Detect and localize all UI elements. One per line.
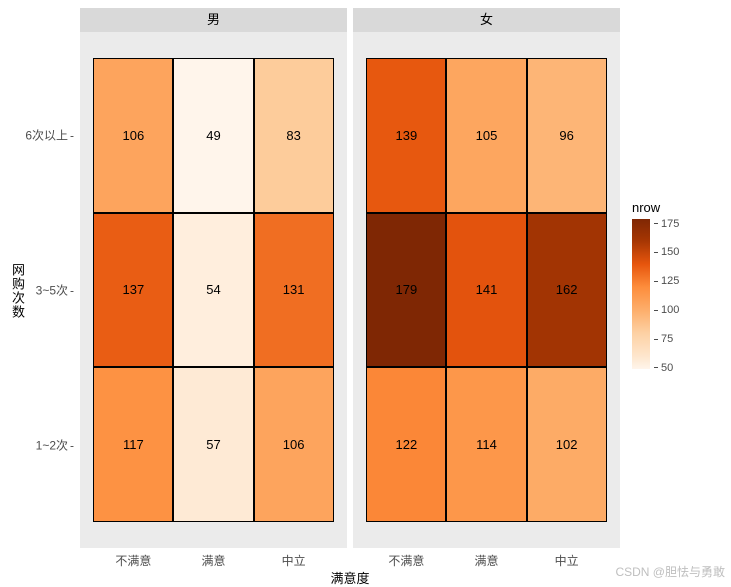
heatmap-grid: 13910596 179141162 122114102 — [366, 58, 606, 522]
heatmap-cell: 96 — [527, 58, 607, 213]
legend-colorbar — [632, 219, 650, 369]
heatmap-cell: 137 — [93, 213, 173, 368]
x-tick-label: 不满意 — [115, 552, 151, 569]
heatmap-cell: 57 — [173, 367, 253, 522]
heatmap-cell: 141 — [446, 213, 526, 368]
legend-body: 5075100125150175 — [632, 219, 722, 369]
x-axis-title: 满意度 — [80, 568, 620, 587]
heatmap-cell: 106 — [93, 58, 173, 213]
heatmap-cell: 162 — [527, 213, 607, 368]
facet-strip: 女 — [353, 8, 620, 32]
legend-tick-label: 50 — [654, 362, 673, 374]
y-tick-label: 1~2次 — [36, 436, 74, 453]
heatmap-cell: 122 — [366, 367, 446, 522]
y-axis-title: 网购次数 — [8, 263, 27, 319]
x-tick-label: 不满意 — [388, 552, 424, 569]
facet-panel: 13910596 179141162 122114102 — [353, 32, 620, 548]
x-tick-label: 满意 — [201, 552, 225, 569]
legend-title: nrow — [632, 200, 722, 215]
watermark: CSDN @胆怯与勇敢 — [615, 563, 725, 580]
legend-tick-label: 100 — [654, 304, 679, 316]
x-tick-label: 满意 — [474, 552, 498, 569]
x-tick-label: 中立 — [555, 552, 579, 569]
heatmap-cell: 114 — [446, 367, 526, 522]
facet-strip: 男 — [80, 8, 347, 32]
heatmap-cell: 54 — [173, 213, 253, 368]
heatmap-cell: 139 — [366, 58, 446, 213]
x-tick-label: 中立 — [282, 552, 306, 569]
y-tick-label: 6次以上 — [25, 127, 74, 144]
legend-tick-label: 150 — [654, 246, 679, 258]
heatmap-cell: 83 — [254, 58, 334, 213]
facet-column: 女 13910596 179141162 122114102 — [353, 8, 620, 548]
plot-area: 男10649831375413111757106女139105961791411… — [80, 8, 620, 548]
legend-tick-label: 125 — [654, 275, 679, 287]
heatmap-cell: 117 — [93, 367, 173, 522]
heatmap-grid: 10649831375413111757106 — [93, 58, 333, 522]
heatmap-cell: 131 — [254, 213, 334, 368]
heatmap-cell: 102 — [527, 367, 607, 522]
legend-tick-label: 175 — [654, 218, 679, 230]
heatmap-cell: 106 — [254, 367, 334, 522]
heatmap-figure: 网购次数 6次以上3~5次1~2次 男106498313754131117571… — [0, 0, 731, 582]
facet-panel: 10649831375413111757106 — [80, 32, 347, 548]
legend-tick-label: 75 — [654, 333, 673, 345]
heatmap-cell: 179 — [366, 213, 446, 368]
y-tick-label: 3~5次 — [36, 282, 74, 299]
heatmap-cell: 105 — [446, 58, 526, 213]
legend-ticks: 5075100125150175 — [654, 219, 722, 369]
facet-column: 男10649831375413111757106 — [80, 8, 347, 548]
color-legend: nrow 5075100125150175 — [632, 200, 722, 369]
heatmap-cell: 49 — [173, 58, 253, 213]
